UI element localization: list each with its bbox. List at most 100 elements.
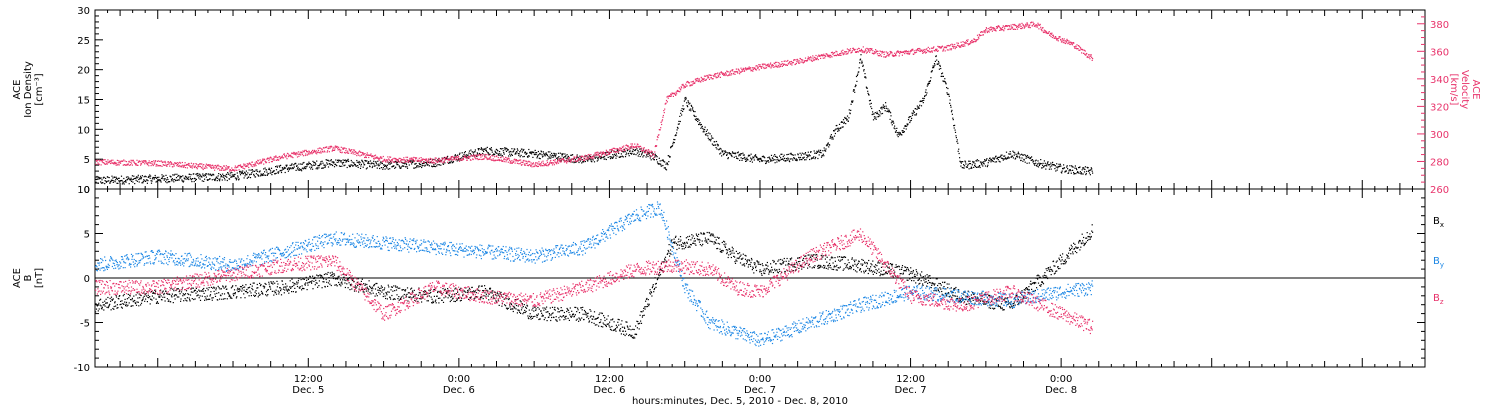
plasma-point <box>351 160 352 161</box>
plasma-point <box>540 165 541 166</box>
plasma-point <box>376 163 377 164</box>
field-point <box>108 307 109 308</box>
plasma-point <box>517 163 518 164</box>
plasma-point <box>771 155 772 156</box>
plasma-point <box>692 109 693 110</box>
plasma-point <box>662 117 663 118</box>
field-point <box>370 293 371 294</box>
plasma-point <box>760 64 761 65</box>
plasma-point <box>239 178 240 179</box>
plasma-point <box>621 153 622 154</box>
plasma-point <box>502 148 503 149</box>
plasma-point <box>774 154 775 155</box>
plasma-point <box>997 27 998 28</box>
plasma-point <box>891 120 892 121</box>
plasma-point <box>296 170 297 171</box>
plasma-point <box>652 151 653 152</box>
plasma-point <box>273 158 274 159</box>
plasma-point <box>647 153 648 154</box>
field-point <box>291 286 292 287</box>
plasma-point <box>536 154 537 155</box>
field-point <box>297 286 298 287</box>
plasma-point <box>855 49 856 50</box>
field-point <box>247 292 248 293</box>
plasma-point <box>403 159 404 160</box>
plasma-point <box>858 51 859 52</box>
plasma-point <box>634 153 635 154</box>
plasma-point <box>312 161 313 162</box>
plasma-point <box>357 165 358 166</box>
plasma-point <box>541 151 542 152</box>
plasma-point <box>480 157 481 158</box>
plasma-point <box>342 163 343 164</box>
plasma-point <box>987 32 988 33</box>
plasma-point <box>547 155 548 156</box>
plasma-point <box>485 154 486 155</box>
plasma-point <box>492 160 493 161</box>
plasma-point <box>352 162 353 163</box>
plasma-point <box>125 180 126 181</box>
plasma-point <box>492 155 493 156</box>
plasma-point <box>406 166 407 167</box>
plasma-point <box>387 156 388 157</box>
field-point <box>331 285 332 286</box>
field-point <box>345 280 346 281</box>
plasma-point <box>763 67 764 68</box>
plasma-point <box>520 150 521 151</box>
plasma-point <box>250 164 251 165</box>
plasma-point <box>388 162 389 163</box>
plasma-point <box>1070 170 1071 171</box>
plasma-point <box>442 159 443 160</box>
field-point <box>121 304 122 305</box>
plasma-point <box>665 167 666 168</box>
plasma-point <box>599 157 600 158</box>
plasma-point <box>307 154 308 155</box>
plasma-point <box>501 160 502 161</box>
plasma-point <box>203 164 204 165</box>
plasma-point <box>949 103 950 104</box>
plasma-point <box>615 148 616 149</box>
plasma-point <box>1062 38 1063 39</box>
plasma-point <box>1049 31 1050 32</box>
plasma-point <box>761 66 762 67</box>
plasma-point <box>958 43 959 44</box>
plasma-point <box>140 176 141 177</box>
plasma-point <box>485 156 486 157</box>
plasma-point <box>922 53 923 54</box>
plasma-point <box>1056 40 1057 41</box>
plasma-point <box>1061 172 1062 173</box>
plasma-point <box>897 132 898 133</box>
plasma-point <box>693 111 694 112</box>
plasma-point <box>532 157 533 158</box>
plasma-point <box>938 64 939 65</box>
plasma-point <box>356 166 357 167</box>
field-point <box>219 299 220 300</box>
plasma-point <box>177 164 178 165</box>
field-point <box>273 281 274 282</box>
field-point <box>358 291 359 292</box>
plasma-point <box>731 73 732 74</box>
plasma-point <box>196 167 197 168</box>
plasma-point <box>907 124 908 125</box>
plasma-point <box>595 155 596 156</box>
plasma-point <box>470 160 471 161</box>
plasma-point <box>994 159 995 160</box>
field-point <box>200 295 201 296</box>
plasma-point <box>234 167 235 168</box>
plasma-point <box>682 105 683 106</box>
plasma-point <box>895 55 896 56</box>
field-point <box>115 306 116 307</box>
field-point <box>216 288 217 289</box>
plasma-point <box>1010 29 1011 30</box>
plasma-point <box>1034 163 1035 164</box>
plasma-point <box>223 177 224 178</box>
plasma-point <box>459 153 460 154</box>
plasma-point <box>728 71 729 72</box>
plasma-point <box>552 157 553 158</box>
plasma-point <box>173 179 174 180</box>
plasma-point <box>437 164 438 165</box>
plasma-point <box>623 156 624 157</box>
plasma-point <box>930 80 931 81</box>
plasma-point <box>752 162 753 163</box>
